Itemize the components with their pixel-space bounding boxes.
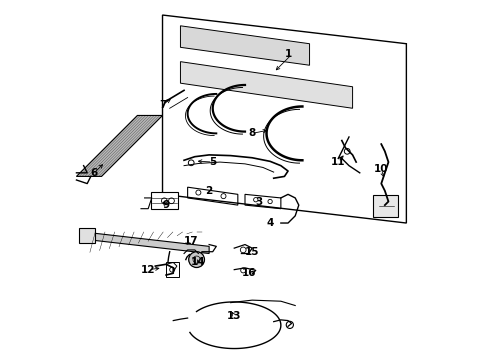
Polygon shape [180,26,310,65]
Text: 3: 3 [256,197,263,207]
FancyBboxPatch shape [166,262,179,277]
Text: 1: 1 [284,49,292,59]
Text: 17: 17 [184,236,198,246]
Polygon shape [76,116,163,176]
Polygon shape [180,62,353,108]
Text: 14: 14 [191,257,206,267]
Text: 16: 16 [242,268,256,278]
Text: 10: 10 [374,164,389,174]
Circle shape [188,160,194,166]
Text: 12: 12 [141,265,155,275]
FancyBboxPatch shape [373,195,398,217]
FancyBboxPatch shape [79,228,95,243]
Polygon shape [84,232,209,253]
Text: 7: 7 [159,100,166,110]
Text: 6: 6 [91,168,98,178]
FancyBboxPatch shape [151,192,177,210]
Text: 11: 11 [331,157,345,167]
Text: 8: 8 [248,129,256,138]
Circle shape [344,148,350,154]
Text: 2: 2 [205,186,213,196]
Text: 13: 13 [227,311,242,321]
Text: 9: 9 [163,200,170,210]
Circle shape [189,252,204,267]
Text: 15: 15 [245,247,259,257]
Text: 5: 5 [209,157,217,167]
Text: 4: 4 [267,218,274,228]
